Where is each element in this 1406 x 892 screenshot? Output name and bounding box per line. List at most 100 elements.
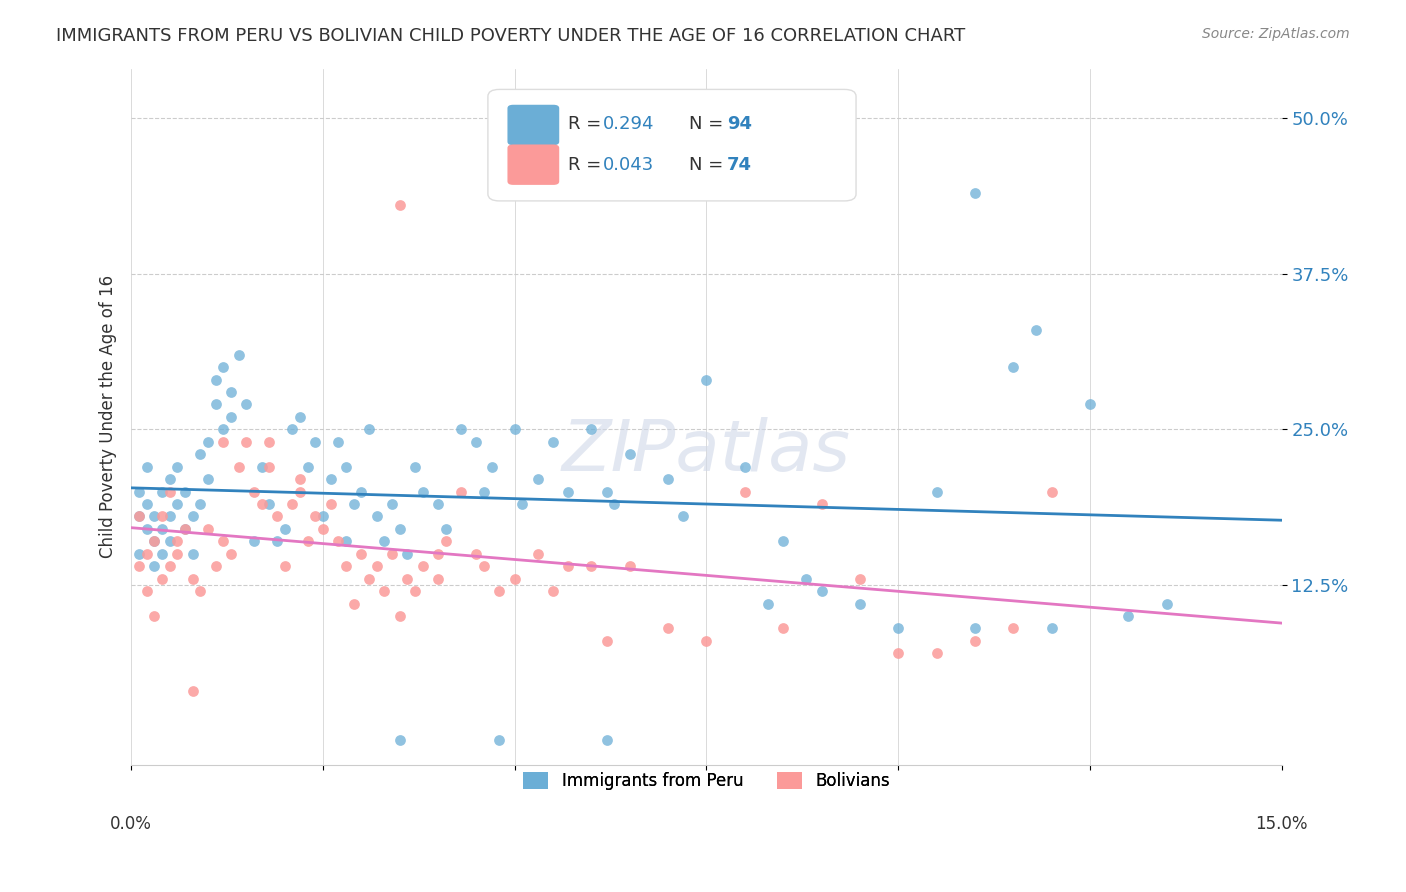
Point <box>849 572 872 586</box>
Point <box>150 572 173 586</box>
Point <box>143 559 166 574</box>
Point <box>128 547 150 561</box>
Text: 94: 94 <box>727 115 752 133</box>
Point <box>619 559 641 574</box>
Point <box>925 646 948 660</box>
Point <box>596 733 619 747</box>
Point <box>135 497 157 511</box>
Point <box>288 409 311 424</box>
Point <box>219 547 242 561</box>
Point <box>166 459 188 474</box>
Point <box>335 459 357 474</box>
Point <box>143 534 166 549</box>
Point <box>541 584 564 599</box>
Point <box>925 484 948 499</box>
Point <box>350 484 373 499</box>
Point <box>1156 597 1178 611</box>
Point <box>434 534 457 549</box>
Point <box>297 459 319 474</box>
Point <box>434 522 457 536</box>
Point <box>312 509 335 524</box>
Point <box>212 434 235 449</box>
Point <box>388 522 411 536</box>
Point <box>388 198 411 212</box>
Point <box>1040 622 1063 636</box>
Y-axis label: Child Poverty Under the Age of 16: Child Poverty Under the Age of 16 <box>100 276 117 558</box>
Point <box>772 534 794 549</box>
Point <box>197 434 219 449</box>
Point <box>128 484 150 499</box>
Text: 74: 74 <box>727 156 752 174</box>
Point <box>166 547 188 561</box>
Point <box>181 683 204 698</box>
Point <box>357 572 380 586</box>
Point <box>427 572 450 586</box>
Point <box>734 484 756 499</box>
FancyBboxPatch shape <box>508 104 560 145</box>
Point <box>526 547 548 561</box>
Point <box>174 522 197 536</box>
Point <box>304 434 326 449</box>
Point <box>143 534 166 549</box>
Text: IMMIGRANTS FROM PERU VS BOLIVIAN CHILD POVERTY UNDER THE AGE OF 16 CORRELATION C: IMMIGRANTS FROM PERU VS BOLIVIAN CHILD P… <box>56 27 966 45</box>
Point <box>1002 360 1025 375</box>
Text: N =: N = <box>689 115 730 133</box>
Point <box>197 522 219 536</box>
Point <box>166 534 188 549</box>
Point <box>366 559 388 574</box>
Text: 15.0%: 15.0% <box>1256 815 1308 833</box>
Point <box>465 547 488 561</box>
Point <box>259 434 281 449</box>
Point <box>465 434 488 449</box>
Point <box>219 385 242 400</box>
Point <box>235 397 257 411</box>
Point <box>404 584 426 599</box>
Point <box>603 497 626 511</box>
Text: R =: R = <box>568 156 607 174</box>
Point <box>266 509 288 524</box>
Point <box>188 497 211 511</box>
Point <box>259 459 281 474</box>
Point <box>243 484 266 499</box>
Point <box>150 509 173 524</box>
Point <box>181 509 204 524</box>
Point <box>557 559 579 574</box>
Point <box>695 373 717 387</box>
Point <box>212 422 235 436</box>
Point <box>427 547 450 561</box>
Point <box>228 348 250 362</box>
Point <box>250 497 273 511</box>
Point <box>128 559 150 574</box>
Point <box>1118 609 1140 624</box>
Point <box>963 622 986 636</box>
Point <box>810 584 832 599</box>
Point <box>204 559 226 574</box>
Point <box>181 572 204 586</box>
Point <box>197 472 219 486</box>
Point <box>488 584 510 599</box>
Point <box>281 422 304 436</box>
Point <box>259 497 281 511</box>
Point <box>450 484 472 499</box>
Point <box>427 497 450 511</box>
Point <box>695 634 717 648</box>
Text: R =: R = <box>568 115 607 133</box>
Point <box>404 459 426 474</box>
Point <box>143 609 166 624</box>
Point <box>135 584 157 599</box>
Point <box>328 434 350 449</box>
Point <box>794 572 817 586</box>
Point <box>159 472 181 486</box>
Point <box>228 459 250 474</box>
Point <box>159 534 181 549</box>
Point <box>619 447 641 461</box>
Point <box>343 497 366 511</box>
Text: 0.043: 0.043 <box>603 156 654 174</box>
Point <box>366 509 388 524</box>
Point <box>396 572 419 586</box>
Point <box>963 186 986 200</box>
Point <box>503 572 526 586</box>
Point <box>212 534 235 549</box>
Point <box>581 559 603 574</box>
Point <box>350 547 373 561</box>
